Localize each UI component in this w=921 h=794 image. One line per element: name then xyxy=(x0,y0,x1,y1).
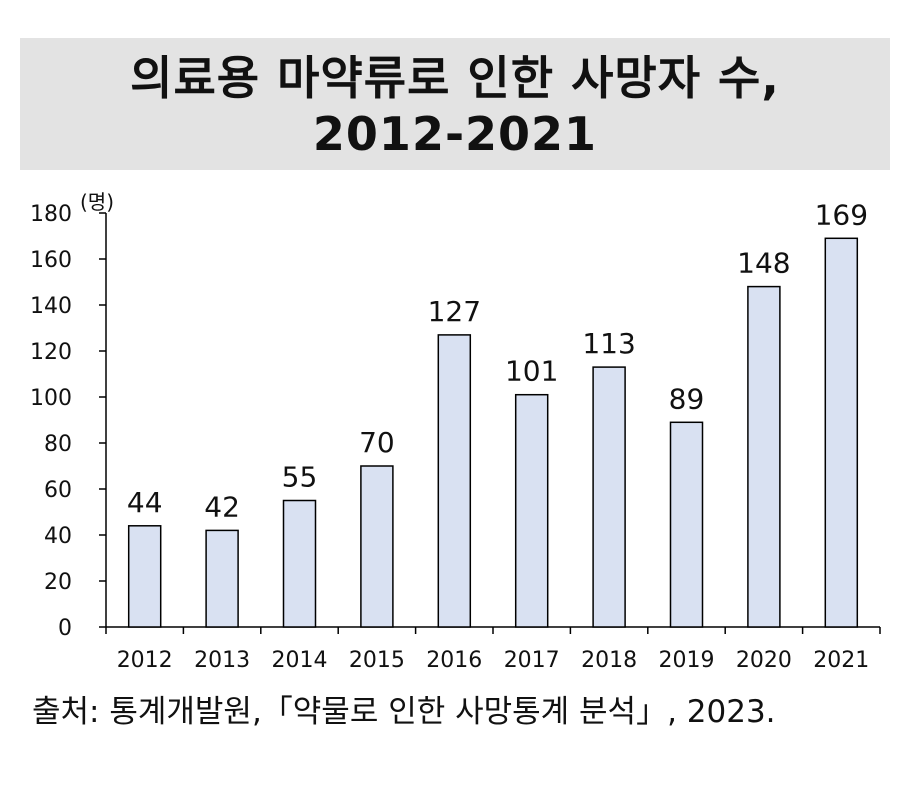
bar xyxy=(592,366,626,628)
bar-value-label: 148 xyxy=(737,247,790,280)
x-tick-label: 2012 xyxy=(117,648,173,673)
y-tick-label: 0 xyxy=(58,616,72,641)
x-tick-label: 2020 xyxy=(736,648,792,673)
y-tick-label: 100 xyxy=(30,386,72,411)
bar-value-label: 89 xyxy=(669,382,705,415)
chart-title-line-1: 의료용 마약류로 인한 사망자 수, xyxy=(130,51,780,105)
x-tick-label: 2013 xyxy=(194,648,250,673)
y-tick-label: 60 xyxy=(44,478,72,503)
bar xyxy=(282,499,317,628)
y-axis-unit-label: (명) xyxy=(80,190,114,214)
bar xyxy=(127,525,162,628)
x-tick-label: 2015 xyxy=(349,648,405,673)
bar xyxy=(669,421,704,628)
y-tick-label: 160 xyxy=(30,248,72,273)
y-axis: 0 20 40 60 80 100 120 140 160 180 xyxy=(30,202,107,641)
bar xyxy=(437,334,472,628)
y-tick-label: 40 xyxy=(44,524,72,549)
x-tick-label: 2021 xyxy=(813,648,869,673)
y-tick-label: 180 xyxy=(30,202,72,227)
bar-value-label: 70 xyxy=(359,426,395,459)
x-axis: 2012 2013 2014 2015 2016 2017 2018 2019 2020 2021 xyxy=(105,626,881,673)
bar-value-label: 101 xyxy=(505,355,558,388)
bar xyxy=(824,237,859,628)
bar xyxy=(205,529,239,628)
bar-value-label: 44 xyxy=(127,486,163,519)
x-tick-label: 2019 xyxy=(659,648,715,673)
bar-value-label: 127 xyxy=(428,295,481,328)
bar-value-label: 42 xyxy=(204,490,240,523)
source-note: 출처: 통계개발원,「약물로 인한 사망통계 분석」, 2023. xyxy=(32,694,776,730)
x-tick-label: 2014 xyxy=(272,648,328,673)
data-labels: 44 42 55 70 127 101 113 89 148 169 xyxy=(127,198,868,523)
x-tick-label: 2018 xyxy=(581,648,637,673)
x-tick-label: 2017 xyxy=(504,648,560,673)
bar-value-label: 55 xyxy=(282,461,318,494)
bar xyxy=(514,393,549,628)
bar-value-label: 113 xyxy=(582,327,635,360)
y-tick-label: 120 xyxy=(30,340,72,365)
x-tick-label: 2016 xyxy=(426,648,482,673)
bar-value-label: 169 xyxy=(815,198,868,231)
bar xyxy=(747,285,781,628)
chart-title-line-2: 2012-2021 xyxy=(312,107,598,161)
bars xyxy=(127,237,859,628)
title-banner: 의료용 마약류로 인한 사망자 수, 2012-2021 xyxy=(20,38,890,170)
y-tick-label: 20 xyxy=(44,570,72,595)
y-tick-label: 140 xyxy=(30,294,72,319)
bar xyxy=(360,465,394,628)
y-tick-label: 80 xyxy=(44,432,72,457)
